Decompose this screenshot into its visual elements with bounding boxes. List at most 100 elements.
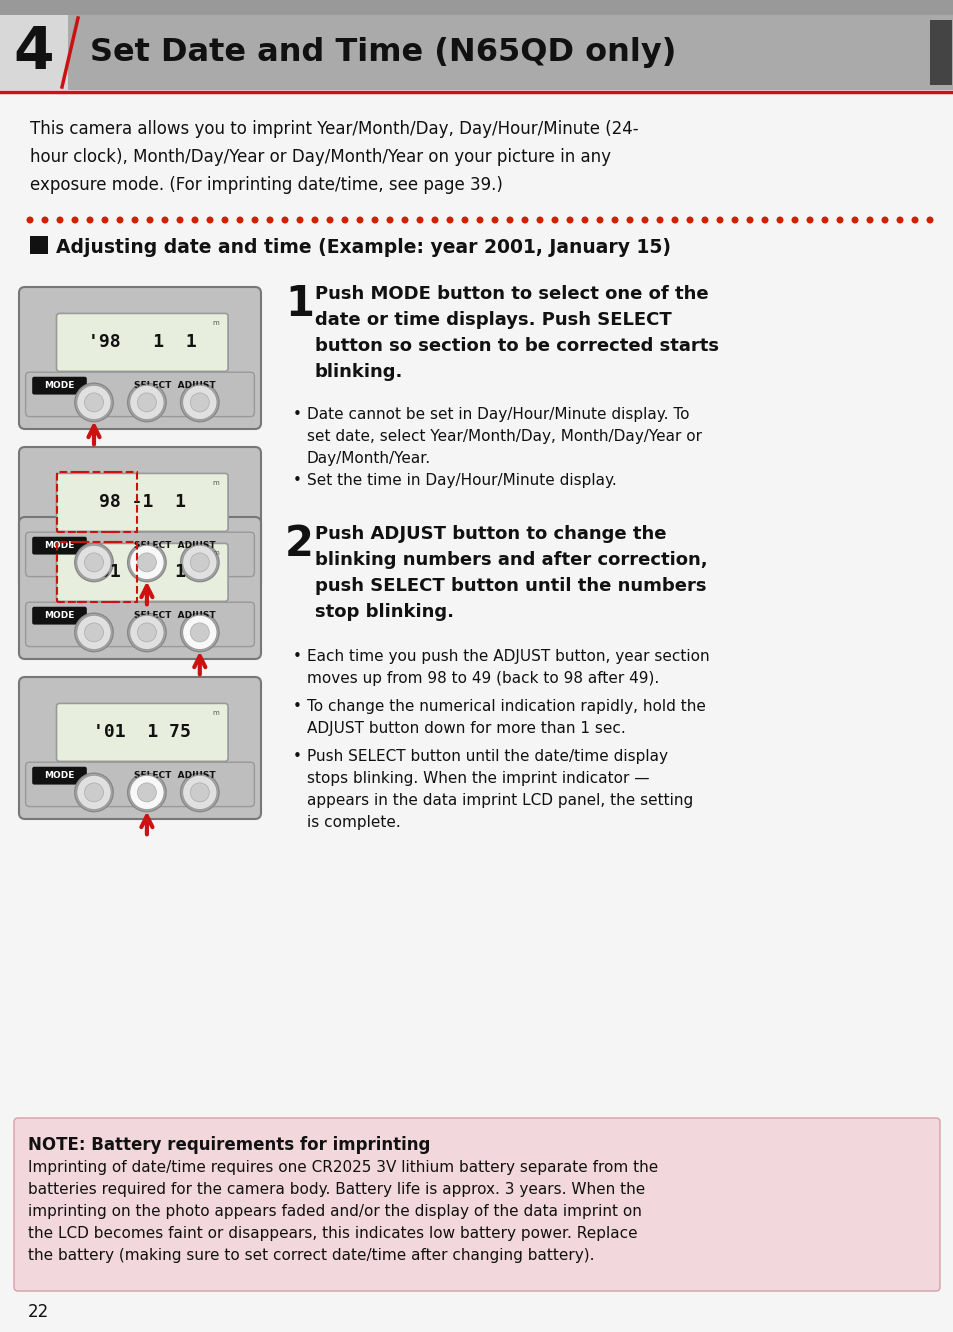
Text: blinking.: blinking. <box>314 364 403 381</box>
Text: 2: 2 <box>285 523 314 565</box>
Text: exposure mode. (For imprinting date/time, see page 39.): exposure mode. (For imprinting date/time… <box>30 176 502 194</box>
FancyBboxPatch shape <box>0 0 953 15</box>
Circle shape <box>190 623 209 642</box>
Circle shape <box>925 217 933 224</box>
Text: button so section to be corrected starts: button so section to be corrected starts <box>314 337 719 356</box>
Text: stop blinking.: stop blinking. <box>314 603 454 621</box>
Circle shape <box>745 217 753 224</box>
Circle shape <box>130 615 164 650</box>
FancyBboxPatch shape <box>26 762 254 807</box>
Circle shape <box>71 217 78 224</box>
FancyBboxPatch shape <box>0 95 953 1332</box>
Text: To change the numerical indication rapidly, hold the: To change the numerical indication rapid… <box>307 699 705 714</box>
Circle shape <box>137 553 156 571</box>
Text: the LCD becomes faint or disappears, this indicates low battery power. Replace: the LCD becomes faint or disappears, thi… <box>28 1225 637 1241</box>
Circle shape <box>416 217 423 224</box>
Circle shape <box>180 613 219 651</box>
Circle shape <box>596 217 603 224</box>
Text: m: m <box>213 550 219 557</box>
Text: Push SELECT button until the date/time display: Push SELECT button until the date/time d… <box>307 749 667 765</box>
Text: hour clock), Month/Day/Year or Day/Month/Year on your picture in any: hour clock), Month/Day/Year or Day/Month… <box>30 148 610 166</box>
Text: batteries required for the camera body. Battery life is approx. 3 years. When th: batteries required for the camera body. … <box>28 1181 644 1197</box>
Circle shape <box>851 217 858 224</box>
Circle shape <box>611 217 618 224</box>
FancyBboxPatch shape <box>56 703 228 762</box>
Circle shape <box>74 613 113 651</box>
Circle shape <box>101 217 109 224</box>
FancyBboxPatch shape <box>26 533 254 577</box>
Circle shape <box>161 217 169 224</box>
Text: moves up from 98 to 49 (back to 98 after 49).: moves up from 98 to 49 (back to 98 after… <box>307 671 659 686</box>
Circle shape <box>521 217 528 224</box>
Circle shape <box>85 553 103 571</box>
Circle shape <box>182 545 217 579</box>
Circle shape <box>76 615 112 650</box>
Circle shape <box>76 385 112 420</box>
Circle shape <box>896 217 902 224</box>
Text: SELECT  ADJUST: SELECT ADJUST <box>133 541 215 550</box>
Text: SELECT  ADJUST: SELECT ADJUST <box>133 611 215 621</box>
Circle shape <box>206 217 213 224</box>
FancyBboxPatch shape <box>56 313 228 372</box>
Circle shape <box>700 217 708 224</box>
FancyBboxPatch shape <box>14 1118 939 1291</box>
Circle shape <box>281 217 288 224</box>
Circle shape <box>74 773 113 811</box>
Circle shape <box>910 217 918 224</box>
Text: imprinting on the photo appears faded and/or the display of the data imprint on: imprinting on the photo appears faded an… <box>28 1204 641 1219</box>
Text: blinking numbers and after correction,: blinking numbers and after correction, <box>314 551 707 569</box>
Circle shape <box>137 623 156 642</box>
Text: Each time you push the ADJUST button, year section: Each time you push the ADJUST button, ye… <box>307 649 709 663</box>
Text: m: m <box>213 710 219 717</box>
Text: date or time displays. Push SELECT: date or time displays. Push SELECT <box>314 310 671 329</box>
FancyBboxPatch shape <box>32 767 87 785</box>
Circle shape <box>551 217 558 224</box>
Circle shape <box>85 783 103 802</box>
Text: m: m <box>213 481 219 486</box>
Circle shape <box>656 217 662 224</box>
Text: MODE: MODE <box>44 381 74 390</box>
Circle shape <box>296 217 303 224</box>
Text: SELECT  ADJUST: SELECT ADJUST <box>133 381 215 390</box>
FancyBboxPatch shape <box>26 602 254 646</box>
Circle shape <box>731 217 738 224</box>
Text: Day/Month/Year.: Day/Month/Year. <box>307 452 431 466</box>
FancyBboxPatch shape <box>26 372 254 417</box>
Text: '98   1  1: '98 1 1 <box>88 333 196 352</box>
FancyBboxPatch shape <box>19 286 261 429</box>
Text: Set the time in Day/Hour/Minute display.: Set the time in Day/Hour/Minute display. <box>307 473 616 488</box>
FancyBboxPatch shape <box>32 377 87 394</box>
Text: Imprinting of date/time requires one CR2025 3V lithium battery separate from the: Imprinting of date/time requires one CR2… <box>28 1160 658 1175</box>
Circle shape <box>266 217 274 224</box>
Circle shape <box>180 773 219 811</box>
Circle shape <box>182 385 217 420</box>
Circle shape <box>356 217 363 224</box>
Circle shape <box>760 217 768 224</box>
Circle shape <box>640 217 648 224</box>
Text: 4: 4 <box>13 24 54 81</box>
Circle shape <box>716 217 722 224</box>
FancyBboxPatch shape <box>929 20 951 85</box>
Circle shape <box>147 217 153 224</box>
Circle shape <box>252 217 258 224</box>
Circle shape <box>626 217 633 224</box>
Circle shape <box>341 217 348 224</box>
Circle shape <box>85 623 103 642</box>
Text: •: • <box>293 699 301 714</box>
Circle shape <box>190 783 209 802</box>
Text: •: • <box>293 649 301 663</box>
Circle shape <box>566 217 573 224</box>
Circle shape <box>76 775 112 810</box>
Circle shape <box>56 217 64 224</box>
Circle shape <box>27 217 33 224</box>
Text: NOTE: Battery requirements for imprinting: NOTE: Battery requirements for imprintin… <box>28 1136 430 1154</box>
Text: 1: 1 <box>285 282 314 325</box>
Circle shape <box>180 543 219 582</box>
Text: •: • <box>293 473 301 488</box>
Circle shape <box>401 217 408 224</box>
Circle shape <box>581 217 588 224</box>
Text: SELECT  ADJUST: SELECT ADJUST <box>133 771 215 781</box>
Text: 98 -1  1: 98 -1 1 <box>99 493 186 511</box>
Text: '01  1 75: '01 1 75 <box>93 723 191 742</box>
Text: the battery (making sure to set correct date/time after changing battery).: the battery (making sure to set correct … <box>28 1248 594 1263</box>
